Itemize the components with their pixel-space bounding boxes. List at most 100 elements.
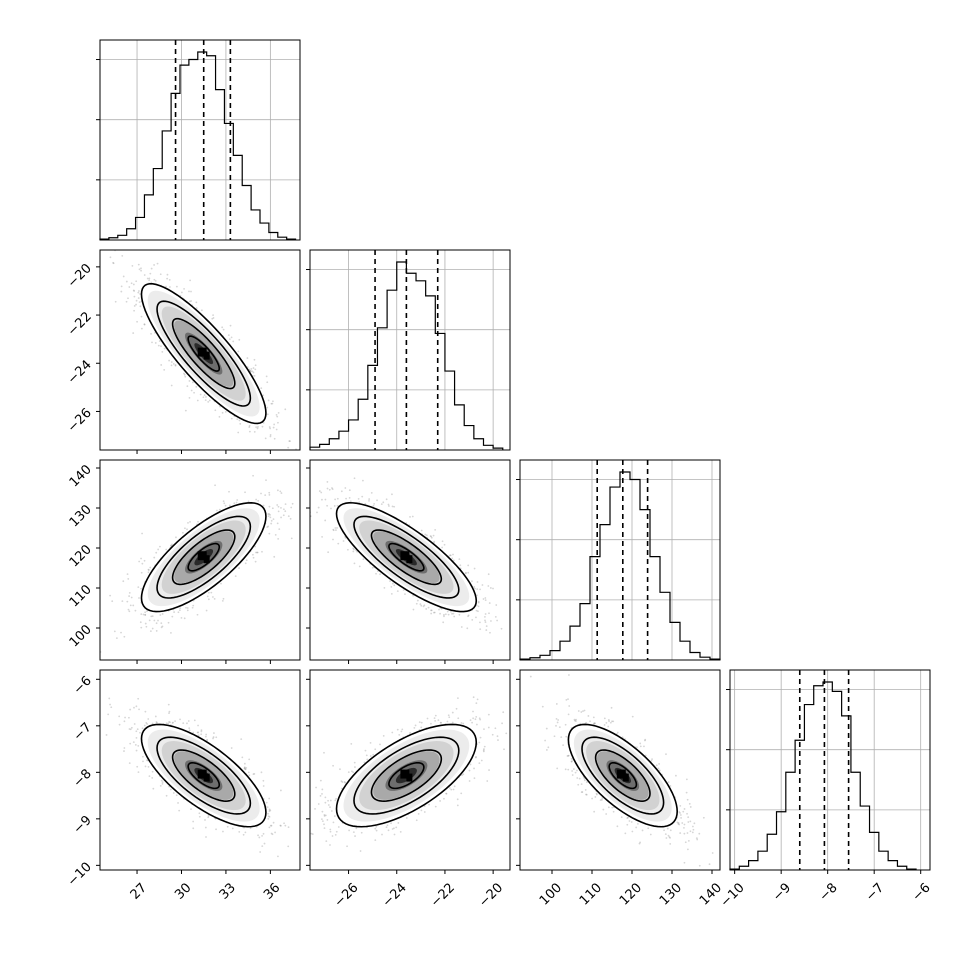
scatter-1-2-point bbox=[443, 613, 445, 616]
scatter-1-2-point bbox=[452, 559, 455, 562]
scatter-0-3-point bbox=[171, 722, 174, 724]
scatter-1-2-point bbox=[348, 489, 351, 492]
scatter-0-1-point bbox=[257, 426, 259, 428]
scatter-0-1-point bbox=[237, 350, 240, 353]
scatter-0-1-point bbox=[284, 408, 287, 411]
hist-0-frame bbox=[99, 39, 301, 241]
scatter-panel-0-3 bbox=[96, 669, 301, 874]
scatter-0-1-point bbox=[135, 299, 138, 302]
scatter-0-2-frame bbox=[99, 459, 301, 661]
scatter-0-3-point bbox=[243, 767, 246, 770]
scatter-1-2-point bbox=[443, 543, 446, 546]
scatter-1-2-point bbox=[379, 573, 381, 576]
scatter-0-2-point bbox=[216, 509, 218, 512]
scatter-0-2-point bbox=[186, 528, 188, 531]
scatter-1-2-contour-2 bbox=[353, 515, 460, 599]
scatter-1-2-point bbox=[473, 586, 476, 588]
scatter-0-2-point bbox=[268, 493, 271, 496]
scatter-0-2-point bbox=[268, 505, 271, 508]
scatter-0-1-point bbox=[174, 364, 177, 367]
scatter-0-3-point bbox=[207, 814, 210, 817]
scatter-0-2-contour-1 bbox=[171, 529, 236, 586]
scatter-0-2-point bbox=[115, 637, 118, 639]
scatter-1-2-point bbox=[370, 491, 373, 494]
scatter-1-2-point bbox=[348, 496, 351, 499]
scatter-1-2-point bbox=[321, 498, 323, 501]
scatter-0-2-point bbox=[149, 566, 152, 569]
scatter-0-3-point bbox=[132, 741, 135, 744]
scatter-0-3-point bbox=[152, 787, 155, 790]
scatter-0-3-point bbox=[198, 815, 201, 818]
scatter-0-1-point bbox=[255, 426, 258, 429]
scatter-0-1-contour-3 bbox=[140, 282, 267, 425]
hist-1-steps bbox=[309, 261, 504, 450]
scatter-0-1-point bbox=[208, 399, 211, 402]
scatter-1-2-point bbox=[342, 540, 345, 542]
scatter-0-2-point bbox=[233, 502, 236, 505]
scatter-0-1-point bbox=[153, 264, 155, 266]
scatter-0-1-point bbox=[127, 297, 129, 300]
scatter-0-1-point bbox=[191, 381, 194, 384]
scatter-0-1-point bbox=[186, 385, 189, 388]
scatter-0-1-point bbox=[190, 389, 193, 392]
scatter-0-2-point bbox=[280, 506, 282, 509]
scatter-1-2-point bbox=[458, 613, 461, 616]
scatter-0-2-point bbox=[210, 591, 213, 594]
scatter-0-3-point bbox=[124, 716, 126, 719]
scatter-0-2-point bbox=[186, 607, 189, 609]
scatter-0-3-point bbox=[261, 845, 264, 848]
scatter-0-1-point bbox=[112, 261, 114, 264]
scatter-1-2-point bbox=[340, 490, 343, 493]
scatter-0-2-point bbox=[245, 559, 248, 562]
scatter-0-1-point bbox=[248, 426, 251, 428]
scatter-0-1-point bbox=[188, 380, 191, 382]
scatter-0-2-point bbox=[291, 502, 294, 505]
scatter-0-2-point bbox=[161, 613, 164, 615]
scatter-0-2-peak2 bbox=[203, 555, 210, 564]
scatter-0-2-point bbox=[157, 548, 160, 551]
scatter-0-1-point bbox=[140, 267, 142, 270]
scatter-0-2-point bbox=[252, 556, 255, 559]
scatter-0-1-point bbox=[120, 285, 123, 288]
scatter-1-2-point bbox=[377, 570, 379, 573]
scatter-0-3-point bbox=[266, 806, 269, 809]
scatter-1-2-point bbox=[496, 619, 498, 622]
scatter-1-2-point bbox=[477, 605, 480, 608]
scatter-0-3-point bbox=[204, 735, 207, 738]
scatter-1-2-point bbox=[375, 572, 377, 575]
scatter-1-2-point bbox=[484, 621, 487, 624]
scatter-0-1-point bbox=[287, 446, 290, 449]
scatter-1-2-point bbox=[484, 599, 487, 601]
scatter-0-1-point bbox=[149, 272, 152, 275]
scatter-1-2-content bbox=[310, 477, 510, 634]
scatter-0-2-point bbox=[160, 622, 163, 625]
scatter-0-1-point bbox=[125, 300, 128, 303]
scatter-0-1-point bbox=[184, 375, 187, 378]
scatter-0-3-point bbox=[110, 706, 113, 709]
scatter-0-3-point bbox=[268, 808, 271, 811]
scatter-0-1-point bbox=[140, 269, 142, 272]
scatter-1-2-point bbox=[451, 612, 453, 615]
scatter-1-2-point bbox=[423, 604, 426, 607]
scatter-0-2-point bbox=[175, 536, 177, 539]
scatter-0-1-point bbox=[139, 293, 141, 295]
scatter-0-2-point bbox=[140, 587, 143, 590]
scatter-1-2-point bbox=[411, 515, 414, 518]
scatter-0-2-point bbox=[148, 619, 151, 622]
scatter-0-1-point bbox=[237, 431, 240, 434]
scatter-0-1-point bbox=[160, 364, 163, 366]
scatter-0-1-point bbox=[137, 263, 140, 266]
scatter-0-2-point bbox=[197, 520, 199, 523]
scatter-0-1-contour-2 bbox=[156, 300, 252, 407]
scatter-0-1-point bbox=[132, 332, 135, 334]
scatter-0-3-point bbox=[169, 721, 171, 724]
hist-panel-1 bbox=[306, 249, 511, 451]
scatter-1-2-point bbox=[344, 536, 347, 539]
scatter-0-2-point bbox=[261, 550, 263, 553]
scatter-1-2-point bbox=[432, 534, 435, 537]
scatter-0-1-point bbox=[140, 315, 143, 318]
scatter-0-2-point bbox=[134, 609, 137, 612]
scatter-0-1-point bbox=[157, 344, 160, 347]
scatter-0-1-point bbox=[252, 371, 255, 374]
scatter-0-2-point bbox=[153, 556, 156, 559]
